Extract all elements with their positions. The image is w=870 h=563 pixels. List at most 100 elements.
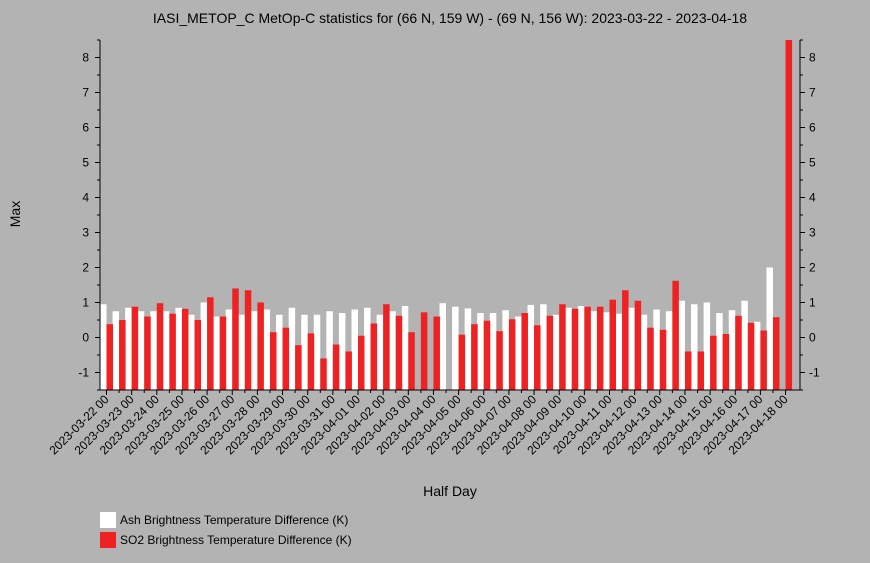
bar-so2 [181, 308, 189, 390]
y-tick-label-left: 6 [82, 121, 89, 135]
bar-ash [502, 310, 509, 390]
bar-ash [376, 314, 384, 390]
bar-so2 [144, 316, 151, 390]
bar-so2 [735, 315, 742, 390]
bar-so2 [508, 319, 516, 390]
bar-ash [514, 316, 522, 390]
bar-ash [691, 304, 698, 390]
bar-so2 [282, 327, 290, 390]
bar-so2 [559, 304, 566, 390]
bar-so2 [269, 332, 277, 390]
bar-so2 [534, 325, 541, 390]
bar-so2 [634, 300, 642, 390]
bar-ash [477, 313, 484, 390]
bar-so2 [131, 306, 139, 390]
bar-ash [238, 314, 245, 390]
bar-ash [288, 307, 296, 390]
y-axis-label: Max [7, 201, 23, 227]
bar-so2 [622, 290, 629, 390]
y-tick-label-right: 7 [809, 86, 816, 100]
y-tick-label-left: 7 [82, 86, 89, 100]
bar-ash [640, 314, 648, 390]
bar-ash [276, 314, 283, 390]
y-tick-label-left: 2 [82, 261, 89, 275]
bar-so2 [320, 358, 327, 390]
legend-swatch-ash [100, 512, 116, 528]
bar-so2 [659, 329, 667, 390]
bar-ash [301, 314, 308, 390]
bar-so2 [672, 280, 679, 390]
bar-ash [313, 314, 321, 390]
bar-ash [489, 313, 497, 390]
bar-ash [590, 311, 597, 390]
bar-ash [464, 308, 472, 390]
bar-so2 [571, 308, 579, 390]
legend-label-so2: SO2 Brightness Temperature Difference (K… [120, 533, 352, 547]
y-tick-label-left: 3 [82, 226, 89, 240]
bar-ash [364, 307, 371, 390]
y-tick-label-left: 4 [82, 191, 89, 205]
y-tick-label-right: 0 [809, 331, 816, 345]
bar-ash [338, 313, 346, 390]
bar-ash [540, 304, 547, 390]
chart-title: IASI_METOP_C MetOp-C statistics for (66 … [153, 10, 747, 26]
bar-so2 [232, 288, 239, 390]
legend-swatch-so2 [100, 532, 116, 548]
bar-ash [741, 300, 748, 390]
bar-so2 [747, 322, 755, 390]
bar-so2 [785, 40, 793, 390]
bar-ash [628, 307, 635, 390]
legend-label-ash: Ash Brightness Temperature Difference (K… [120, 513, 348, 527]
bar-so2 [194, 320, 202, 390]
bar-so2 [345, 351, 352, 390]
bar-ash [125, 307, 132, 390]
bar-ash [389, 311, 396, 390]
bar-so2 [710, 335, 717, 390]
bar-so2 [219, 316, 227, 390]
legend: Ash Brightness Temperature Difference (K… [100, 512, 352, 548]
bar-ash [175, 307, 182, 390]
y-tick-label-right: 3 [809, 226, 816, 240]
bar-so2 [496, 331, 503, 390]
bar-ash [200, 302, 208, 390]
bar-so2 [483, 320, 491, 390]
bar-so2 [207, 297, 214, 390]
bar-ash [678, 300, 685, 390]
bar-ash [188, 314, 195, 390]
bar-so2 [395, 315, 403, 390]
bar-so2 [169, 313, 176, 390]
y-tick-label-right: 4 [809, 191, 816, 205]
y-tick-label-right: 5 [809, 156, 816, 170]
bar-so2 [119, 320, 126, 390]
bar-ash [263, 309, 270, 390]
bar-ash [112, 311, 120, 390]
y-tick-label-left: 0 [82, 331, 89, 345]
bar-so2 [772, 317, 780, 390]
y-tick-label-left: 1 [82, 296, 89, 310]
bar-so2 [332, 344, 340, 390]
bar-so2 [609, 299, 616, 390]
bar-ash [213, 316, 220, 390]
bar-so2 [244, 290, 252, 390]
bar-ash [452, 306, 459, 390]
bar-ash [565, 307, 572, 390]
y-tick-label-right: 1 [809, 296, 816, 310]
bar-so2 [307, 333, 315, 390]
bar-so2 [722, 334, 730, 390]
bar-so2 [295, 345, 302, 390]
bar-so2 [458, 334, 466, 390]
bar-so2 [156, 303, 164, 390]
x-axis-label: Half Day [423, 483, 477, 499]
bar-ash [716, 313, 723, 390]
bar-so2 [697, 351, 705, 390]
y-tick-label-right: 8 [809, 51, 816, 65]
bar-so2 [760, 330, 767, 390]
bar-so2 [647, 327, 654, 390]
y-tick-label-right: -1 [809, 366, 820, 380]
bar-so2 [584, 306, 591, 390]
bar-ash [603, 312, 610, 390]
bar-so2 [358, 335, 365, 390]
bar-ash [137, 311, 145, 390]
